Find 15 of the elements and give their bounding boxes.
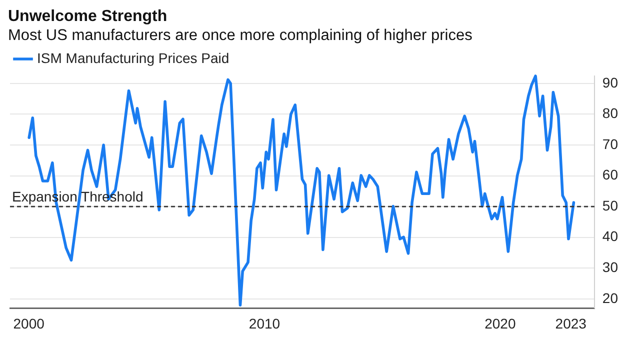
x-tick-label: 2023 xyxy=(555,315,587,332)
y-tick-label: 80 xyxy=(602,105,618,122)
x-tick-label: 2010 xyxy=(248,315,280,332)
chart-subtitle: Most US manufacturers are once more complaining of higher prices xyxy=(8,26,474,46)
y-tick-label: 20 xyxy=(602,290,618,306)
x-tick-label: 2000 xyxy=(13,315,45,332)
chart-title: Unwelcome Strength xyxy=(8,8,168,26)
x-tick-label: 2020 xyxy=(484,315,516,332)
y-tick-label: 50 xyxy=(602,197,618,214)
y-tick-label: 30 xyxy=(602,259,618,276)
legend-label: ISM Manufacturing Prices Paid xyxy=(37,50,230,66)
y-tick-label: 60 xyxy=(602,166,618,183)
y-tick-label: 40 xyxy=(602,228,618,244)
y-tick-label: 90 xyxy=(602,74,618,90)
y-tick-label: 70 xyxy=(602,136,618,152)
